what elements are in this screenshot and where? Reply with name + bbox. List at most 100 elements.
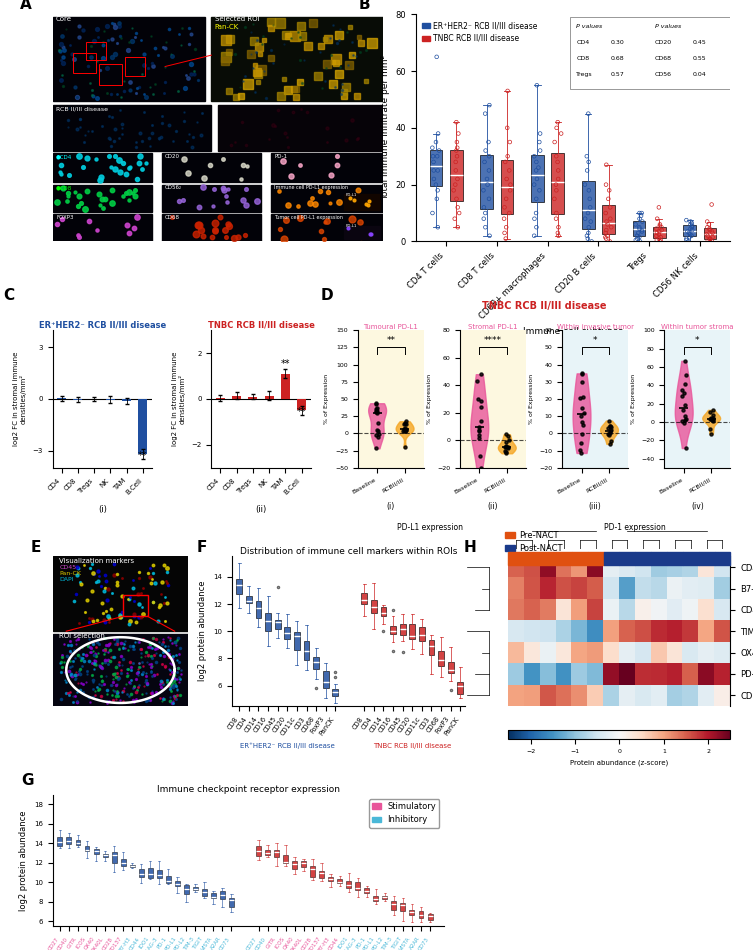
Point (702, 228, 714, 243)
Text: C: C (3, 288, 14, 303)
Point (582, 225, 594, 240)
Point (575, 408, 587, 424)
Bar (556, 552, 572, 565)
Point (371, 406, 383, 421)
Point (449, 211, 461, 226)
Point (604, 436, 616, 451)
Point (582, 106, 594, 122)
Title: Tumoural PD-L1: Tumoural PD-L1 (364, 324, 419, 330)
Bar (126, 57, 145, 76)
Text: CD20: CD20 (655, 40, 672, 45)
Bar (271, 214, 383, 241)
Point (371, 415, 383, 430)
Point (483, 162, 495, 178)
Text: PD-L1 expression: PD-L1 expression (398, 522, 463, 532)
Point (604, 418, 616, 433)
PathPatch shape (355, 882, 360, 890)
Point (600, 157, 612, 172)
Point (475, 460, 487, 475)
PathPatch shape (255, 601, 261, 618)
Text: CD20: CD20 (165, 154, 180, 159)
Point (481, 171, 493, 186)
Point (500, 446, 512, 461)
PathPatch shape (310, 866, 316, 877)
Point (651, 221, 663, 237)
Legend: Stimulatory, Inhibitory: Stimulatory, Inhibitory (369, 799, 440, 827)
PathPatch shape (392, 901, 396, 910)
Point (549, 135, 561, 150)
Point (431, 148, 444, 163)
Point (428, 154, 440, 169)
Point (704, 232, 716, 247)
Point (682, 234, 694, 249)
Bar (218, 105, 383, 150)
Point (706, 224, 718, 239)
Point (501, 445, 513, 460)
PathPatch shape (371, 599, 376, 613)
Point (430, 135, 442, 150)
Point (431, 182, 444, 198)
PathPatch shape (202, 889, 207, 896)
Point (533, 135, 545, 150)
PathPatch shape (428, 640, 434, 656)
Text: Core: Core (56, 16, 72, 22)
Point (473, 423, 485, 438)
Text: Pan-CK: Pan-CK (215, 24, 239, 29)
Point (370, 395, 383, 410)
Point (636, 222, 648, 238)
Point (433, 142, 445, 158)
Point (602, 228, 614, 243)
Point (684, 230, 696, 245)
PathPatch shape (410, 910, 414, 915)
Point (604, 425, 616, 440)
Bar (212, 16, 383, 101)
Point (530, 205, 542, 220)
PathPatch shape (75, 841, 81, 845)
PathPatch shape (57, 837, 62, 846)
Y-axis label: Total immune infiltrate per mm²: Total immune infiltrate per mm² (381, 55, 389, 200)
Text: (iii): (iii) (589, 502, 602, 511)
Point (707, 412, 719, 428)
PathPatch shape (294, 632, 300, 650)
Text: CD68: CD68 (655, 56, 672, 61)
Title: Distribution of immune cell markers within ROIs: Distribution of immune cell markers with… (239, 546, 457, 556)
PathPatch shape (211, 893, 216, 898)
Bar (588, 552, 604, 565)
Point (651, 225, 663, 240)
Point (633, 205, 645, 220)
Point (550, 121, 562, 136)
Point (500, 191, 512, 206)
PathPatch shape (390, 625, 396, 635)
Text: PD-L1: PD-L1 (346, 224, 357, 228)
Bar (683, 552, 699, 565)
PathPatch shape (303, 641, 309, 660)
Point (471, 373, 483, 389)
Point (483, 228, 495, 243)
Bar (540, 552, 556, 565)
Point (398, 421, 410, 436)
Point (548, 191, 560, 206)
Point (426, 205, 438, 220)
Point (634, 234, 646, 249)
Point (677, 403, 689, 418)
Point (550, 148, 562, 163)
Point (704, 421, 716, 436)
Point (398, 424, 410, 439)
Point (503, 205, 515, 220)
PathPatch shape (175, 882, 180, 886)
Point (602, 191, 614, 206)
PathPatch shape (229, 899, 234, 906)
Point (604, 419, 616, 434)
PathPatch shape (450, 150, 462, 201)
PathPatch shape (429, 150, 442, 186)
Point (372, 429, 384, 445)
Point (478, 200, 490, 215)
PathPatch shape (285, 628, 290, 639)
Point (630, 217, 642, 232)
Point (680, 441, 692, 456)
Bar (53, 557, 188, 631)
Point (582, 231, 594, 246)
Point (431, 162, 444, 178)
Point (453, 205, 465, 220)
Bar (667, 552, 683, 565)
